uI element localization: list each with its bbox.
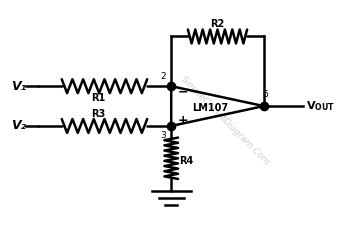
Text: LM107: LM107 — [192, 103, 228, 113]
Text: 2: 2 — [161, 72, 166, 81]
Text: R4: R4 — [179, 156, 193, 166]
Text: R2: R2 — [210, 19, 224, 29]
Text: V₁: V₁ — [11, 80, 26, 93]
Text: $\mathbf{V_{OUT}}$: $\mathbf{V_{OUT}}$ — [306, 99, 335, 113]
Text: SimpleCircuitDiagram.Com: SimpleCircuitDiagram.Com — [178, 75, 271, 167]
Text: −: − — [178, 86, 188, 99]
Text: V₂: V₂ — [11, 120, 26, 133]
Text: 3: 3 — [161, 131, 166, 141]
Text: R1: R1 — [91, 93, 105, 103]
Text: R3: R3 — [91, 109, 105, 119]
Text: 6: 6 — [263, 90, 269, 99]
Text: +: + — [178, 114, 188, 127]
